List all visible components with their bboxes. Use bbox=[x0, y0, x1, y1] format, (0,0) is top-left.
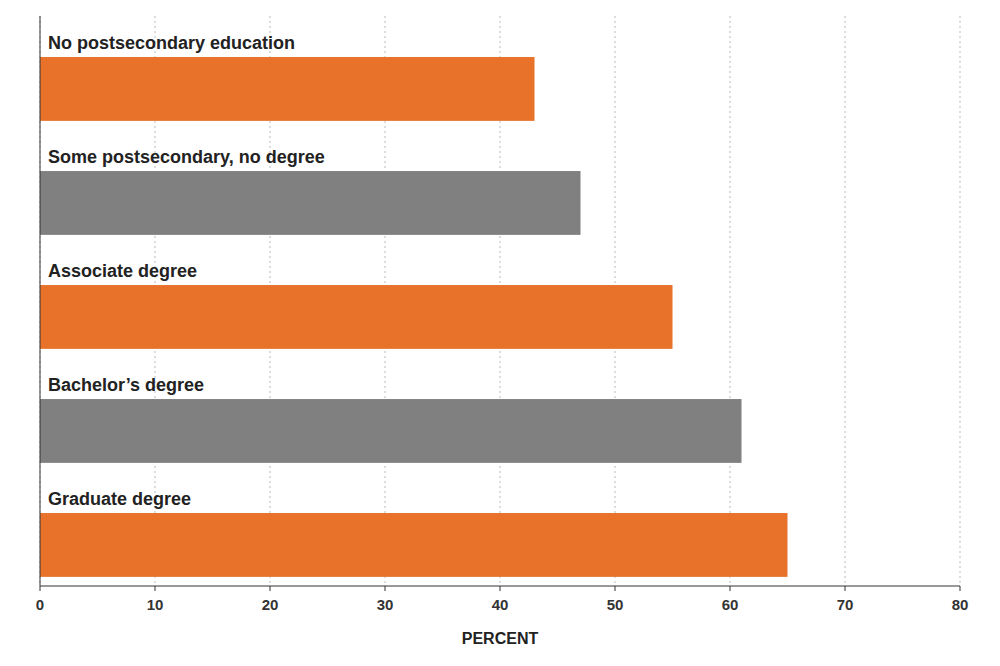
bars bbox=[40, 57, 788, 577]
chart-svg: No postsecondary education Some postsecon… bbox=[0, 0, 1000, 666]
bar bbox=[40, 57, 535, 121]
x-tick bbox=[385, 586, 386, 591]
x-tick bbox=[730, 586, 731, 591]
category-label: Bachelor’s degree bbox=[48, 375, 204, 395]
x-tick-label: 40 bbox=[492, 596, 509, 613]
x-tick bbox=[155, 586, 156, 591]
chart-container: No postsecondary education Some postsecon… bbox=[0, 0, 1000, 666]
x-tick bbox=[615, 586, 616, 591]
x-tick-label: 20 bbox=[262, 596, 279, 613]
category-label: Associate degree bbox=[48, 261, 197, 281]
x-tick bbox=[845, 586, 846, 591]
y-axis-line bbox=[40, 16, 41, 586]
grid-line bbox=[960, 16, 961, 586]
x-tick-label: 0 bbox=[36, 596, 44, 613]
category-labels: No postsecondary education Some postsecon… bbox=[48, 33, 325, 509]
grid-line bbox=[845, 16, 846, 586]
x-tick bbox=[960, 586, 961, 591]
x-axis-label: PERCENT bbox=[462, 630, 539, 647]
grid-line bbox=[40, 16, 41, 586]
x-tick-label: 60 bbox=[722, 596, 739, 613]
bar bbox=[40, 285, 673, 349]
x-tick-label: 50 bbox=[607, 596, 624, 613]
x-tick bbox=[40, 586, 41, 591]
x-tick-label: 30 bbox=[377, 596, 394, 613]
axes: 0 10 20 30 40 50 60 70 80 bbox=[36, 16, 969, 613]
background bbox=[0, 0, 1000, 666]
x-tick-label: 70 bbox=[837, 596, 854, 613]
category-label: No postsecondary education bbox=[48, 33, 295, 53]
x-tick-label: 10 bbox=[147, 596, 164, 613]
x-tick bbox=[270, 586, 271, 591]
x-tick bbox=[500, 586, 501, 591]
grid-line bbox=[730, 16, 731, 586]
category-label: Some postsecondary, no degree bbox=[48, 147, 325, 167]
bar bbox=[40, 171, 581, 235]
x-tick-label: 80 bbox=[952, 596, 969, 613]
grid bbox=[40, 16, 960, 586]
bar bbox=[40, 513, 788, 577]
bar bbox=[40, 399, 742, 463]
category-label: Graduate degree bbox=[48, 489, 191, 509]
